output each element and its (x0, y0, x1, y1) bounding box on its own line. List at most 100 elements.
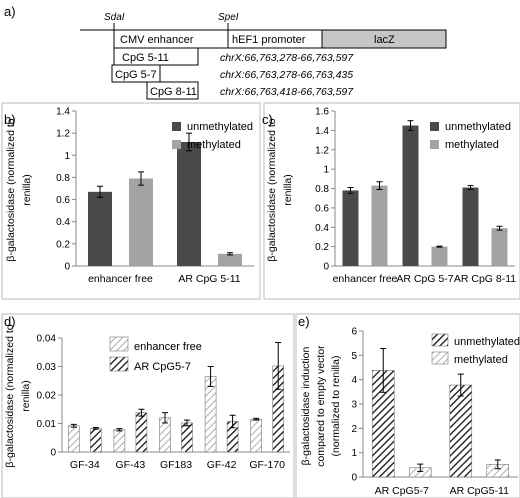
chart-e-y-tick-label: 3 (351, 400, 357, 411)
chart-b-y-tick-label: 0.8 (56, 173, 70, 184)
panel-a-letter: a) (4, 4, 16, 19)
chart-d-category-label: GF-43 (116, 459, 146, 471)
chart-b-bar (129, 178, 153, 266)
fragment-cpg-5-11-label: CpG 5-11 (122, 52, 169, 64)
chart-d-frame (1, 313, 295, 498)
chart-e-bar (449, 384, 473, 478)
chart-e-legend-swatch (431, 333, 449, 347)
chart-c-legend-swatch (430, 140, 439, 149)
chart-b-legend-label: methylated (187, 139, 241, 151)
lacz-label: lacZ (374, 34, 395, 46)
chart-c: c)β-galactosidase (normalized to renilla)… (262, 102, 520, 300)
chart-c-frame (263, 102, 520, 300)
chart-c-bar (431, 246, 448, 266)
chart-c-y-tick-label: 0 (323, 262, 329, 273)
chart-d-category-label: GF-170 (249, 459, 285, 471)
chart-d-y-tick-label: 0.01 (37, 419, 57, 430)
chart-d-legend-swatch (109, 336, 129, 352)
chart-c-bar (371, 185, 388, 266)
chart-e-y-tick-label: 6 (351, 327, 357, 338)
chart-b-frame (1, 102, 261, 300)
chart-e: e) β-galactosidase induction compared to e… (295, 313, 520, 498)
chart-d-ylabel-line: renilla) (20, 380, 32, 412)
chart-b-ylabel-line: β-galactosidase (normalized to (5, 118, 17, 261)
chart-c-y-tick-label: 1.2 (315, 145, 329, 156)
chart-d-letter: d) (4, 314, 16, 329)
chart-b-y-tick-label: 0.6 (56, 195, 70, 206)
chart-d-bar (135, 412, 148, 453)
chart-e-legend-label: methylated (454, 354, 508, 366)
chart-e-legend-label: unmethylated (454, 336, 520, 348)
chart-b: b)β-galactosidase (normalized to renilla)… (1, 102, 261, 300)
chart-b-y-tick-label: 1.2 (56, 129, 70, 140)
chart-c-legend-label: methylated (445, 139, 499, 151)
chart-d-bar (113, 429, 126, 453)
chart-c-bar (402, 125, 419, 266)
chart-b-y-tick-label: 1.4 (56, 107, 70, 118)
chart-c-ylabel-line: β-galactosidase (normalized to (266, 118, 278, 261)
chart-e-y-tick-label: 1 (351, 448, 357, 459)
chart-b-y-tick-label: 0.4 (56, 217, 70, 228)
chart-d-bar (90, 428, 102, 453)
chart-c-category-label: AR CpG 8-11 (454, 273, 516, 285)
chart-b-bar (218, 253, 242, 266)
chart-c-bar (342, 190, 359, 266)
chart-d-y-tick-label: 0 (50, 448, 56, 459)
fragment-cpg-5-7-label: CpG 5-7 (115, 69, 157, 81)
fragment-cpg-5-7-coords: chrX:66,763,278-66,763,435 (220, 69, 353, 81)
chart-c-ylabel-line: renilla) (282, 174, 294, 206)
chart-b-legend-label: unmethylated (187, 121, 253, 133)
chart-c-y-tick-label: 1.4 (315, 126, 329, 137)
chart-c-y-tick-label: 0.8 (315, 184, 329, 195)
chart-b-legend-swatch (172, 140, 181, 149)
chart-d-category-label: GF-42 (207, 459, 237, 471)
chart-c-y-tick-label: 0.6 (315, 203, 329, 214)
chart-c-bar (462, 187, 479, 266)
chart-b-y-tick-label: 0 (64, 262, 70, 273)
chart-d-y-tick-label: 0.04 (37, 334, 57, 345)
site-sdai-label: SdaI (104, 12, 125, 23)
chart-d-bar (204, 376, 217, 453)
chart-d-legend-label: AR CpG5-7 (134, 361, 191, 373)
chart-c-y-tick-label: 1.6 (315, 107, 329, 118)
chart-d-bar (181, 422, 193, 453)
chart-b-letter: b) (4, 112, 16, 127)
chart-b-category-label: enhancer free (88, 273, 153, 285)
chart-e-ylabel-line: (normalized to renilla) (330, 356, 342, 457)
chart-c-y-tick-label: 0.4 (315, 223, 329, 234)
lacz-box (321, 29, 447, 49)
panel-a: a) SdaI SpeI CMV enhancer hEF1 promoter … (4, 4, 447, 100)
chart-b-bar (177, 142, 201, 266)
chart-e-y-tick-label: 2 (351, 424, 357, 435)
chart-b-y-tick-label: 0.2 (56, 239, 70, 250)
chart-c-category-label: enhancer free (333, 273, 398, 285)
chart-c-category-label: AR CpG 5-7 (396, 273, 453, 285)
cmv-enhancer-label: CMV enhancer (120, 34, 194, 46)
chart-d-y-tick-label: 0.02 (37, 391, 57, 402)
chart-e-y-tick-label: 5 (351, 351, 357, 362)
chart-d: d)β-galactosidase (normalized to renilla)… (1, 313, 295, 498)
chart-e-category-label: AR CpG5-7 (375, 485, 429, 497)
chart-e-category-label: AR CpG5-11 (450, 485, 509, 497)
chart-d-bar (68, 425, 80, 453)
chart-e-ylabel-line: β-galactosidase induction (300, 346, 312, 465)
chart-c-y-tick-label: 0.2 (315, 242, 329, 253)
site-spei-label: SpeI (218, 12, 239, 23)
chart-d-category-label: GF183 (160, 459, 192, 471)
chart-b-y-tick-label: 1 (64, 151, 70, 162)
hef1-promoter-label: hEF1 promoter (232, 34, 306, 46)
fragment-cpg-5-7-box (111, 64, 161, 83)
chart-c-letter: c) (262, 112, 273, 127)
chart-d-legend-swatch (109, 356, 129, 372)
chart-e-legend-swatch (431, 351, 449, 365)
chart-d-legend-label: enhancer free (134, 341, 202, 353)
chart-b-legend-swatch (172, 122, 181, 131)
chart-b-bar (88, 191, 112, 266)
chart-e-letter: e) (298, 314, 310, 329)
fragment-cpg-8-11-label: CpG 8-11 (150, 86, 197, 98)
chart-e-y-tick-label: 4 (351, 375, 357, 386)
chart-c-legend-swatch (430, 122, 439, 131)
chart-d-category-label: GF-34 (70, 459, 100, 471)
chart-c-y-tick-label: 1 (323, 165, 329, 176)
chart-e-frame (295, 313, 520, 498)
